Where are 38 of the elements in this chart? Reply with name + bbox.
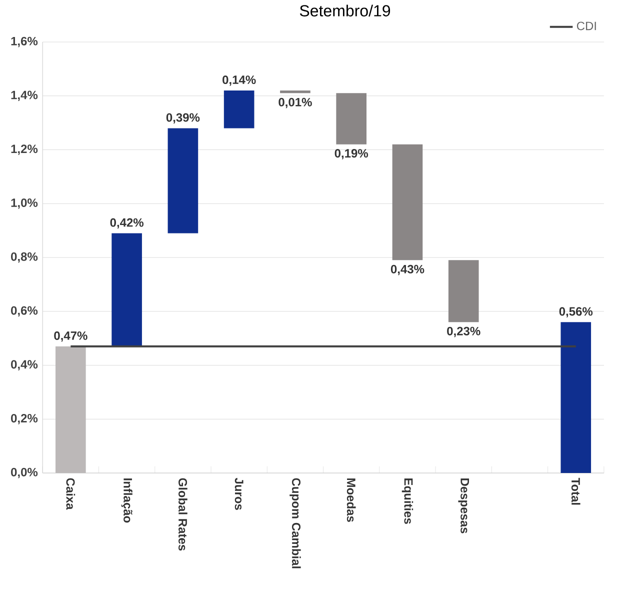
data-label: 0,14% xyxy=(222,76,256,86)
legend-label: CDI xyxy=(576,22,596,30)
bar xyxy=(56,346,86,473)
x-tick-label: Cupom Cambial xyxy=(290,478,301,568)
y-tick-label: 1,2% xyxy=(11,144,38,155)
data-label: 0,47% xyxy=(54,331,88,342)
bar xyxy=(336,93,366,144)
bar xyxy=(112,233,142,346)
bar xyxy=(280,90,310,94)
y-tick-label: 1,6% xyxy=(11,36,38,48)
x-tick-label: Inflação xyxy=(121,478,132,523)
y-tick-label: 0,2% xyxy=(11,414,38,424)
y-tick-label: 1,0% xyxy=(11,198,38,209)
data-label: 0,42% xyxy=(110,218,144,229)
chart-title: Setembro/19 xyxy=(300,4,390,16)
y-tick-label: 0,0% xyxy=(11,468,38,478)
bar xyxy=(168,128,198,234)
data-label: 0,01% xyxy=(278,98,312,108)
data-label: 0,19% xyxy=(334,149,368,160)
bar xyxy=(560,322,592,473)
x-tick-label: Total xyxy=(571,478,580,505)
x-tick-label: Despesas xyxy=(458,478,469,534)
bar xyxy=(448,260,479,322)
y-tick-label: 1,4% xyxy=(11,90,38,101)
data-label: 0,39% xyxy=(166,113,200,124)
data-label: 0,56% xyxy=(559,307,593,318)
bar xyxy=(392,144,423,260)
x-tick-label: Moedas xyxy=(346,478,356,522)
x-tick-label: Equities xyxy=(402,478,414,524)
data-label: 0,23% xyxy=(447,326,480,338)
y-tick-label: 0,6% xyxy=(11,306,38,316)
x-tick-label: Global Rates xyxy=(178,478,188,551)
x-tick-label: Juros xyxy=(234,478,244,510)
y-tick-label: 0,4% xyxy=(11,360,38,370)
data-label: 0,43% xyxy=(390,264,424,276)
bar xyxy=(224,90,254,128)
x-tick-label: Caixa xyxy=(66,478,76,510)
y-tick-label: 0,8% xyxy=(11,252,38,263)
